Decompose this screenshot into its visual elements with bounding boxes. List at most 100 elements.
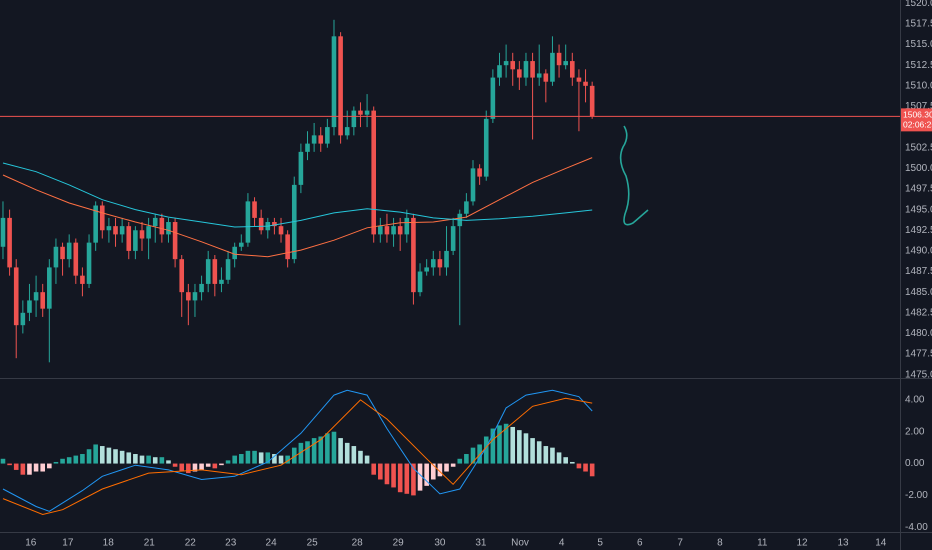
candle-body (245, 201, 251, 243)
candle-body (378, 226, 383, 235)
x-tick-label: Nov (511, 538, 529, 549)
y-tick-label: 1500.00 (905, 163, 932, 174)
histogram-bar (358, 450, 363, 464)
candle-body (126, 226, 132, 251)
histogram-bar (119, 450, 125, 464)
histogram-bar (133, 454, 138, 464)
histogram-bar (298, 442, 304, 464)
y-tick-label: 1482.50 (905, 307, 932, 318)
candle-body (325, 127, 330, 144)
candle-body (351, 110, 357, 128)
histogram-bar (364, 455, 370, 464)
histogram-bar (99, 446, 105, 464)
histogram-bar (311, 438, 317, 464)
histogram-bar (272, 454, 277, 464)
candle-body (40, 292, 45, 309)
candle-body (497, 65, 502, 78)
y-tick-label: 2.00 (905, 426, 925, 437)
histogram-bar (278, 455, 284, 464)
y-tick-label: 1480.00 (905, 328, 932, 339)
candle-body (510, 61, 516, 70)
candle-body (199, 283, 204, 293)
candle-body (205, 259, 211, 284)
histogram-bar (291, 447, 297, 464)
candle-body (404, 217, 410, 235)
candle-body (60, 246, 65, 260)
y-tick-label: 1507.50 (905, 101, 932, 112)
macd-line (2, 397, 593, 516)
histogram-bar (245, 450, 251, 464)
candle-body (7, 217, 12, 268)
candle-body (80, 275, 85, 284)
histogram-bar (404, 463, 410, 494)
x-tick-label: 5 (597, 538, 603, 549)
histogram-bar (159, 457, 165, 464)
candle-body (391, 226, 396, 235)
x-tick-label: 22 (185, 538, 197, 549)
histogram-bar (411, 463, 416, 496)
histogram-bar (444, 463, 449, 472)
countdown-label: 02:06:25 (903, 120, 932, 130)
histogram-bar (13, 463, 19, 470)
histogram-bar (186, 463, 191, 474)
candle-body (517, 69, 522, 78)
candle-body (563, 61, 568, 66)
histogram-bar (523, 433, 529, 464)
histogram-bar (40, 463, 45, 472)
candle-body (417, 271, 423, 293)
histogram-bar (232, 455, 237, 464)
histogram-bar (570, 461, 575, 464)
histogram-bar (252, 450, 257, 464)
y-tick-label: 4.00 (905, 395, 925, 406)
candle-body (483, 118, 489, 177)
y-tick-label: 1492.50 (905, 225, 932, 236)
x-tick-label: 4 (559, 538, 565, 549)
histogram-bar (430, 463, 436, 480)
x-tick-label: 16 (25, 538, 37, 549)
candle-body (66, 242, 72, 260)
candle-body (212, 259, 218, 284)
histogram-bar (7, 463, 12, 466)
candle-body (384, 226, 390, 235)
candle-body (27, 300, 32, 313)
histogram-bar (338, 438, 343, 464)
candle-body (285, 234, 290, 260)
histogram-bar (265, 452, 271, 464)
y-tick-label: 1520.00 (905, 0, 932, 9)
histogram-bar (457, 458, 463, 464)
histogram-bar (172, 463, 178, 467)
freehand-drawing (619, 125, 649, 226)
labels: 1475.001477.501480.001482.501485.001487.… (25, 0, 932, 549)
candle-body (344, 127, 350, 136)
x-tick-label: 29 (393, 538, 405, 549)
candle-body (397, 226, 403, 235)
histogram-bar (305, 441, 310, 464)
candle-body (133, 230, 138, 251)
candle-body (186, 292, 191, 301)
candle-body (450, 226, 456, 251)
histogram-bar (60, 458, 65, 464)
candle-body (530, 61, 535, 78)
histogram-bar (27, 463, 32, 475)
histogram-bar (510, 426, 516, 464)
histogram-bar (192, 463, 198, 472)
candle-body (20, 312, 26, 326)
histogram-bar (450, 463, 456, 467)
candle-body (430, 259, 436, 268)
candle-body (192, 292, 198, 301)
last-price-label: 1506.30 (903, 110, 932, 120)
x-tick-label: 11 (757, 538, 768, 549)
candle-body (424, 267, 429, 272)
x-tick-label: 13 (838, 538, 850, 549)
histogram-bar (93, 444, 98, 464)
histogram-bar (152, 457, 158, 464)
histogram-bar (583, 463, 588, 472)
histogram-bar (397, 463, 403, 493)
x-tick-label: 6 (637, 538, 643, 549)
histogram-bar (86, 449, 92, 464)
histogram-bar (139, 455, 145, 464)
candle-body (503, 61, 509, 66)
y-tick-label: -2.00 (905, 490, 928, 501)
histogram-bar (126, 452, 132, 464)
candle-body (172, 222, 178, 260)
